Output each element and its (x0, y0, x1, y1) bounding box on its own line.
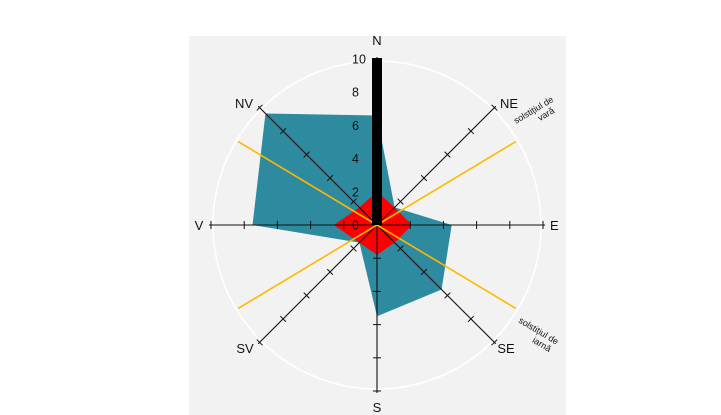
axis-tick-se-6 (444, 292, 451, 299)
axis-se (376, 224, 497, 345)
series-bar-north (372, 58, 382, 225)
axis-tick-sv-4 (326, 268, 334, 276)
axis-sv (257, 224, 378, 345)
axis-tick-se-4 (420, 268, 428, 276)
radial-tick-label: 10 (352, 53, 366, 67)
axis-ne (376, 105, 497, 226)
direction-label-nv: NV (235, 96, 253, 111)
radial-tick-label: 6 (352, 119, 359, 133)
direction-label-se: SE (497, 341, 515, 356)
radial-tick-label: 8 (352, 86, 359, 100)
axis-tick-ne-2 (397, 198, 404, 205)
axis-nv (257, 105, 378, 226)
axis-tick-ne-10 (491, 104, 498, 111)
radial-tick-label: 2 (352, 185, 359, 199)
axis-tick-nv-4 (326, 174, 334, 182)
radial-tick-label: 4 (352, 152, 359, 166)
axis-tick-nv-10 (256, 104, 263, 111)
axis-tick-ne-4 (420, 174, 428, 182)
direction-label-s: S (373, 400, 382, 415)
axis-tick-nv-8 (279, 127, 287, 135)
axis-tick-se-8 (467, 315, 475, 323)
axis-tick-sv-8 (279, 315, 287, 323)
radial-tick-label: 0 (352, 219, 359, 233)
axis-tick-sv-6 (303, 292, 310, 299)
axis-tick-nv-2 (350, 198, 357, 205)
direction-label-ne: NE (500, 96, 518, 111)
direction-label-n: N (372, 33, 381, 48)
direction-label-e: E (550, 218, 559, 233)
axis-tick-se-10 (491, 339, 498, 346)
direction-label-v: V (195, 218, 204, 233)
axis-layer (209, 57, 545, 393)
axis-tick-ne-6 (444, 151, 451, 158)
axis-tick-sv-10 (256, 339, 263, 346)
axis-tick-nv-6 (303, 151, 310, 158)
bar-layer (372, 58, 382, 225)
axis-tick-se-2 (397, 245, 404, 252)
direction-label-sv: SV (236, 341, 254, 356)
axis-tick-sv-2 (350, 245, 357, 252)
axis-tick-ne-8 (467, 127, 475, 135)
